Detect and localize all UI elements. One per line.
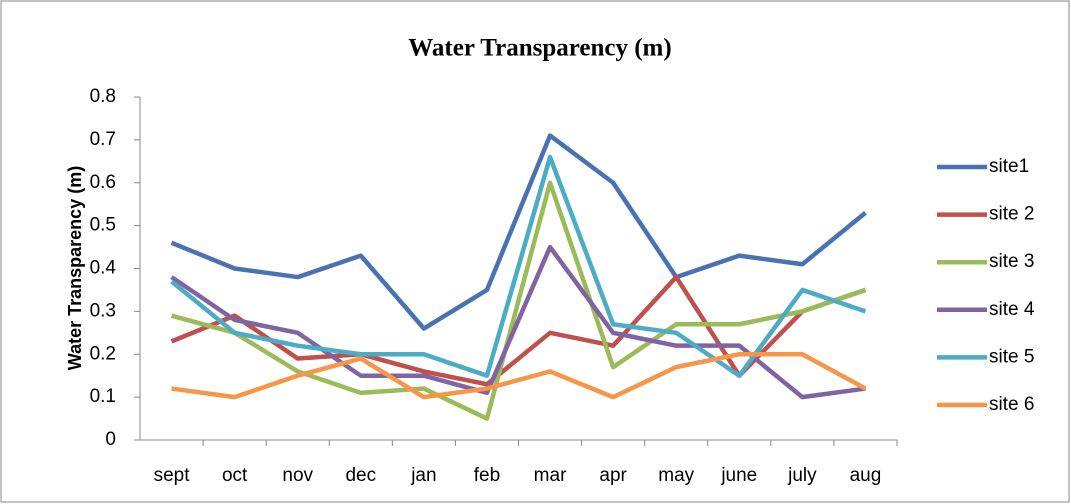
series-line bbox=[170, 180, 867, 421]
y-tick-label: 0.8 bbox=[90, 86, 116, 107]
y-tick-label: 0.4 bbox=[90, 258, 117, 279]
y-tick-label: 0.7 bbox=[90, 129, 116, 150]
legend-label: site 2 bbox=[989, 204, 1034, 225]
y-tick-label: 0.2 bbox=[90, 343, 116, 364]
x-tick-label: nov bbox=[282, 465, 313, 486]
x-tick-label: jan bbox=[410, 465, 436, 486]
y-tick-label: 0.5 bbox=[90, 215, 116, 236]
x-tick-label: feb bbox=[474, 465, 500, 486]
y-tick-label: 0.3 bbox=[90, 300, 116, 321]
x-tick-label: june bbox=[720, 465, 757, 486]
series-line bbox=[171, 352, 867, 400]
y-tick-label: 0 bbox=[105, 429, 116, 450]
y-tick-label: 0.6 bbox=[90, 172, 116, 193]
y-axis-label: Water Transparency (m) bbox=[65, 166, 85, 370]
x-tick-label: may bbox=[658, 465, 694, 486]
x-tick-label: mar bbox=[534, 465, 567, 486]
x-tick-label: sept bbox=[154, 465, 191, 486]
x-tick-label: oct bbox=[222, 465, 248, 486]
series-line bbox=[170, 133, 867, 331]
legend-label: site 5 bbox=[989, 346, 1034, 367]
series-line bbox=[170, 154, 867, 378]
x-tick-label: dec bbox=[345, 465, 376, 486]
legend-label: site 4 bbox=[989, 299, 1035, 320]
x-tick-label: aug bbox=[850, 465, 882, 486]
legend-label: site 3 bbox=[989, 251, 1034, 272]
legend-label: site1 bbox=[989, 156, 1029, 177]
x-tick-label: july bbox=[787, 465, 817, 486]
y-tick-label: 0.1 bbox=[90, 386, 116, 407]
legend-label: site 6 bbox=[989, 394, 1034, 415]
x-tick-label: apr bbox=[599, 465, 627, 486]
chart-title: Water Transparency (m) bbox=[408, 35, 671, 62]
